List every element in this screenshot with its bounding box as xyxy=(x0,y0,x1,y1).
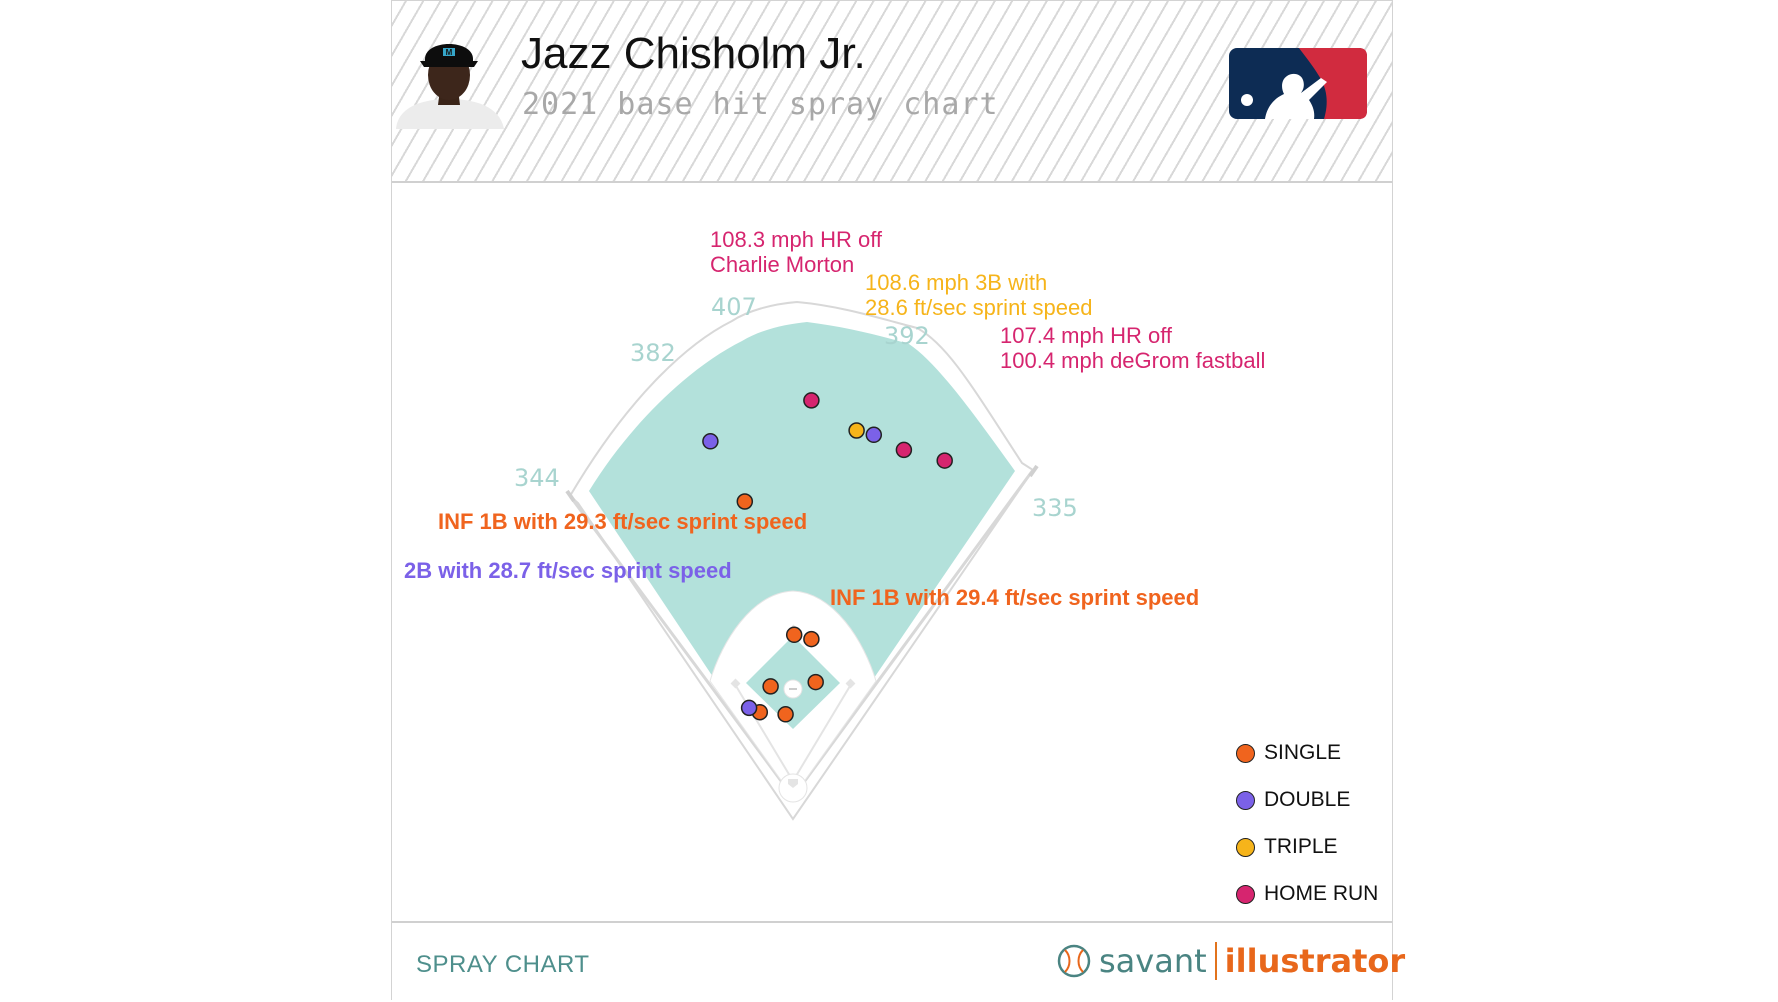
annotation-inf-1b-293: INF 1B with 29.3 ft/sec sprint speed xyxy=(438,509,807,534)
annotation-line: 108.3 mph HR off xyxy=(710,227,883,252)
foul-line-left xyxy=(568,495,795,798)
hit-point-single xyxy=(777,706,794,723)
foul-pole-right xyxy=(1028,464,1039,478)
chart-footer: SPRAY CHART savant illustrator xyxy=(392,921,1405,1002)
chart-subtitle: 2021 base hit spray chart xyxy=(522,87,999,122)
hit-points xyxy=(702,392,953,723)
annotation-2b: 2B with 28.7 ft/sec sprint speed xyxy=(404,558,732,583)
hit-annotations: 108.3 mph HR off Charlie Morton 108.6 mp… xyxy=(404,227,1265,610)
annotation-line: 28.6 ft/sec sprint speed xyxy=(865,295,1092,320)
legend-label: DOUBLE xyxy=(1264,788,1351,811)
player-name: Jazz Chisholm Jr. xyxy=(521,29,866,78)
savant-illustrator-brand: savant illustrator xyxy=(1057,941,1405,981)
annotation-line: 100.4 mph deGrom fastball xyxy=(1000,348,1265,373)
third-base xyxy=(730,678,741,689)
mlb-logo xyxy=(1229,48,1367,119)
hit-point-home-run xyxy=(895,441,913,459)
annotation-inf-1b-294: INF 1B with 29.4 ft/sec sprint speed xyxy=(830,585,1199,610)
spray-chart-card: M Jazz Chisholm Jr. 2021 base hit spray … xyxy=(391,0,1405,1002)
svg-text:M: M xyxy=(446,48,453,57)
outfield-grass xyxy=(589,322,1015,797)
player-headshot: M xyxy=(396,44,504,129)
baseball-icon xyxy=(1057,944,1091,978)
annotation-line: INF 1B with 29.4 ft/sec sprint speed xyxy=(830,585,1199,610)
hit-point-single xyxy=(736,493,754,510)
distance-right-center: 392 xyxy=(884,322,930,350)
pitchers-rubber xyxy=(789,688,797,690)
legend-label: TRIPLE xyxy=(1264,835,1338,858)
brand-illustrator-text: illustrator xyxy=(1224,942,1406,980)
distance-left-center: 382 xyxy=(630,339,676,367)
legend-label: SINGLE xyxy=(1264,741,1342,764)
home-plate xyxy=(788,779,798,788)
legend-marker xyxy=(1236,743,1255,763)
hit-point-single xyxy=(803,630,820,648)
first-base xyxy=(845,678,856,689)
hit-point-home-run xyxy=(803,392,820,409)
distance-left-field: 344 xyxy=(514,464,560,492)
foul-pole-left xyxy=(565,489,576,503)
hit-point-triple xyxy=(848,422,865,439)
legend-marker xyxy=(1236,837,1255,857)
brand-savant-text: savant xyxy=(1099,942,1207,980)
footer-label: SPRAY CHART xyxy=(416,951,590,978)
annotation-line: Charlie Morton xyxy=(710,252,854,277)
hit-point-single xyxy=(807,673,824,691)
baseline-right xyxy=(792,685,851,782)
annotation-line: INF 1B with 29.3 ft/sec sprint speed xyxy=(438,509,807,534)
hit-point-single xyxy=(762,678,779,695)
hit-point-double xyxy=(702,433,719,450)
legend-label: HOME RUN xyxy=(1264,882,1379,905)
annotation-hr-degrom: 107.4 mph HR off 100.4 mph deGrom fastba… xyxy=(1000,323,1265,373)
legend-marker xyxy=(1236,884,1255,904)
hit-point-home-run xyxy=(936,452,953,469)
chart-header: M Jazz Chisholm Jr. 2021 base hit spray … xyxy=(392,1,1392,183)
legend-item-triple: TRIPLE xyxy=(1236,835,1338,859)
distance-right-field: 335 xyxy=(1032,494,1078,522)
annotation-hr-morton: 108.3 mph HR off Charlie Morton xyxy=(710,227,888,277)
legend-item-home-run: HOME RUN xyxy=(1236,882,1378,906)
hit-point-double xyxy=(740,699,758,717)
legend-item-double: DOUBLE xyxy=(1236,788,1350,812)
annotation-line: 107.4 mph HR off xyxy=(1000,323,1173,348)
foul-line-right xyxy=(791,469,1035,798)
spray-chart-field: 344 382 407 392 335 108.3 mph HR off Cha… xyxy=(404,227,1265,821)
annotation-triple: 108.6 mph 3B with 28.6 ft/sec sprint spe… xyxy=(865,270,1092,320)
hit-point-single xyxy=(785,626,803,644)
annotation-line: 108.6 mph 3B with xyxy=(865,270,1047,295)
annotation-line: 2B with 28.7 ft/sec sprint speed xyxy=(404,558,732,583)
brand-separator xyxy=(1214,942,1217,980)
legend-item-single: SINGLE xyxy=(1236,741,1341,765)
fence-distance-labels: 344 382 407 392 335 xyxy=(514,293,1078,522)
hit-point-double xyxy=(865,426,883,444)
distance-center-field: 407 xyxy=(711,293,757,321)
legend-marker xyxy=(1236,790,1255,810)
